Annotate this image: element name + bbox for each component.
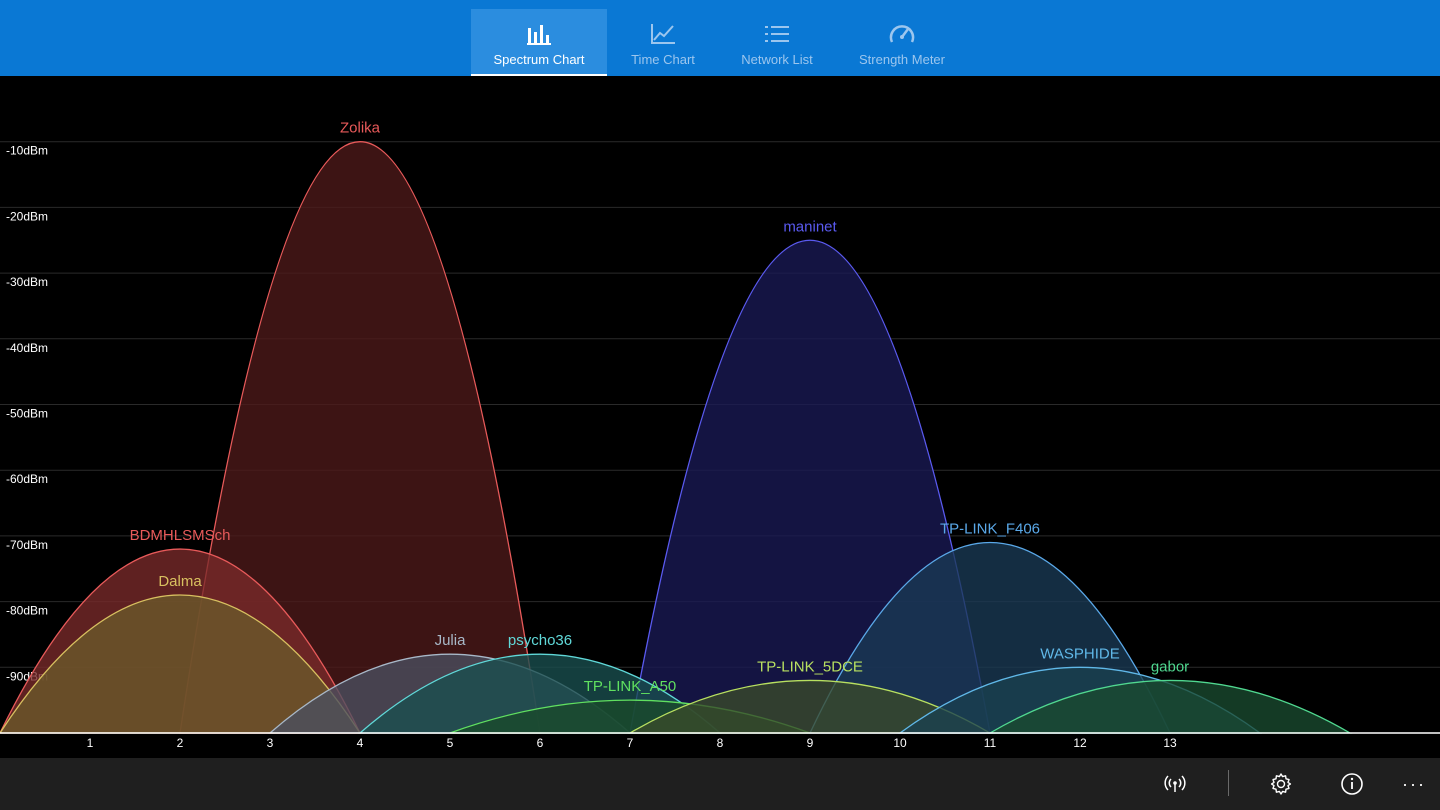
y-tick-label: -20dBm	[6, 209, 48, 223]
network-label: Julia	[435, 632, 467, 649]
x-tick-label: 4	[357, 736, 364, 750]
tab-label: Network List	[741, 52, 813, 67]
tab-label: Time Chart	[631, 52, 695, 67]
spectrum-chart-svg: -10dBm -20dBm -30dBm -40dBm -50dBm -60dBm -70d…	[0, 120, 1440, 750]
bottom-command-bar: ···	[0, 758, 1440, 810]
top-navigation-bar: Spectrum Chart Time Chart Network List S…	[0, 0, 1440, 76]
list-icon	[765, 26, 789, 42]
tab-network-list[interactable]: Network List	[730, 9, 824, 76]
tab-label: Strength Meter	[859, 52, 945, 67]
network-label: psycho36	[508, 632, 572, 649]
line-chart-icon	[651, 24, 675, 44]
network-label: gabor	[1151, 658, 1189, 675]
tab-strength-meter[interactable]: Strength Meter	[850, 9, 954, 76]
x-tick-label: 1	[87, 736, 94, 750]
network-label: TP-LINK_5DCE	[757, 658, 863, 675]
x-tick-label: 5	[447, 736, 454, 750]
x-tick-label: 13	[1163, 736, 1177, 750]
x-tick-label: 2	[177, 736, 184, 750]
spectrum-chart: -10dBm -20dBm -30dBm -40dBm -50dBm -60dBm -70d…	[0, 76, 1440, 760]
y-tick-label: -40dBm	[6, 341, 48, 355]
info-icon[interactable]	[1336, 768, 1368, 800]
command-separator	[1228, 770, 1229, 796]
y-tick-label: -50dBm	[6, 407, 48, 421]
x-tick-label: 8	[717, 736, 724, 750]
x-tick-label: 3	[267, 736, 274, 750]
y-tick-label: -70dBm	[6, 538, 48, 552]
x-tick-label: 9	[807, 736, 814, 750]
x-tick-label: 6	[537, 736, 544, 750]
network-label: WASPHIDE	[1040, 645, 1119, 662]
gauge-icon	[889, 25, 915, 43]
network-label: maninet	[783, 218, 837, 235]
settings-gear-icon[interactable]	[1265, 768, 1297, 800]
tab-label: Spectrum Chart	[493, 52, 585, 67]
x-tick-label: 10	[893, 736, 907, 750]
y-tick-label: -60dBm	[6, 472, 48, 486]
y-tick-label: -30dBm	[6, 275, 48, 289]
network-label: TP-LINK_F406	[940, 520, 1040, 537]
network-curve	[179, 141, 541, 734]
network-curve	[987, 679, 1353, 734]
wifi-scan-icon[interactable]	[1159, 768, 1191, 800]
network-label: TP-LINK_A50	[584, 678, 677, 695]
bar-chart-icon	[527, 25, 551, 45]
network-curve	[0, 594, 362, 734]
x-tick-label: 11	[984, 736, 997, 750]
network-label: Zolika	[340, 120, 381, 137]
x-tick-label: 12	[1073, 736, 1087, 750]
tab-spectrum-chart[interactable]: Spectrum Chart	[471, 9, 607, 76]
y-tick-label: -10dBm	[6, 144, 48, 158]
tab-time-chart[interactable]: Time Chart	[619, 9, 707, 76]
x-tick-label: 7	[627, 736, 634, 750]
y-tick-label: -80dBm	[6, 604, 48, 618]
network-label: Dalma	[158, 573, 202, 590]
more-ellipsis-icon[interactable]: ···	[1402, 774, 1426, 794]
network-label: BDMHLSMSch	[130, 527, 231, 544]
